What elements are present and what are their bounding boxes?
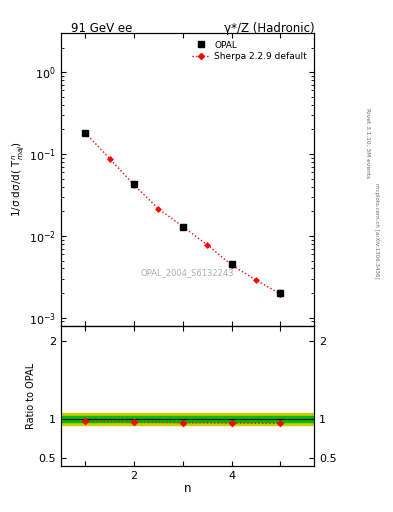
Y-axis label: Ratio to OPAL: Ratio to OPAL <box>26 362 36 429</box>
Bar <box>61 413 314 425</box>
Y-axis label: 1/σ dσ/d( T$^n_{maj}$): 1/σ dσ/d( T$^n_{maj}$) <box>10 141 26 218</box>
Bar <box>61 416 314 422</box>
Legend: OPAL, Sherpa 2.2.9 default: OPAL, Sherpa 2.2.9 default <box>189 38 310 64</box>
Text: OPAL_2004_S6132243: OPAL_2004_S6132243 <box>141 268 234 278</box>
Text: mcplots.cern.ch [arXiv:1306.3436]: mcplots.cern.ch [arXiv:1306.3436] <box>374 183 379 278</box>
X-axis label: n: n <box>184 482 191 495</box>
Text: 91 GeV ee: 91 GeV ee <box>71 22 132 34</box>
Text: γ*/Z (Hadronic): γ*/Z (Hadronic) <box>224 22 314 34</box>
Text: Rivet 3.1.10, 3M events: Rivet 3.1.10, 3M events <box>365 109 370 178</box>
